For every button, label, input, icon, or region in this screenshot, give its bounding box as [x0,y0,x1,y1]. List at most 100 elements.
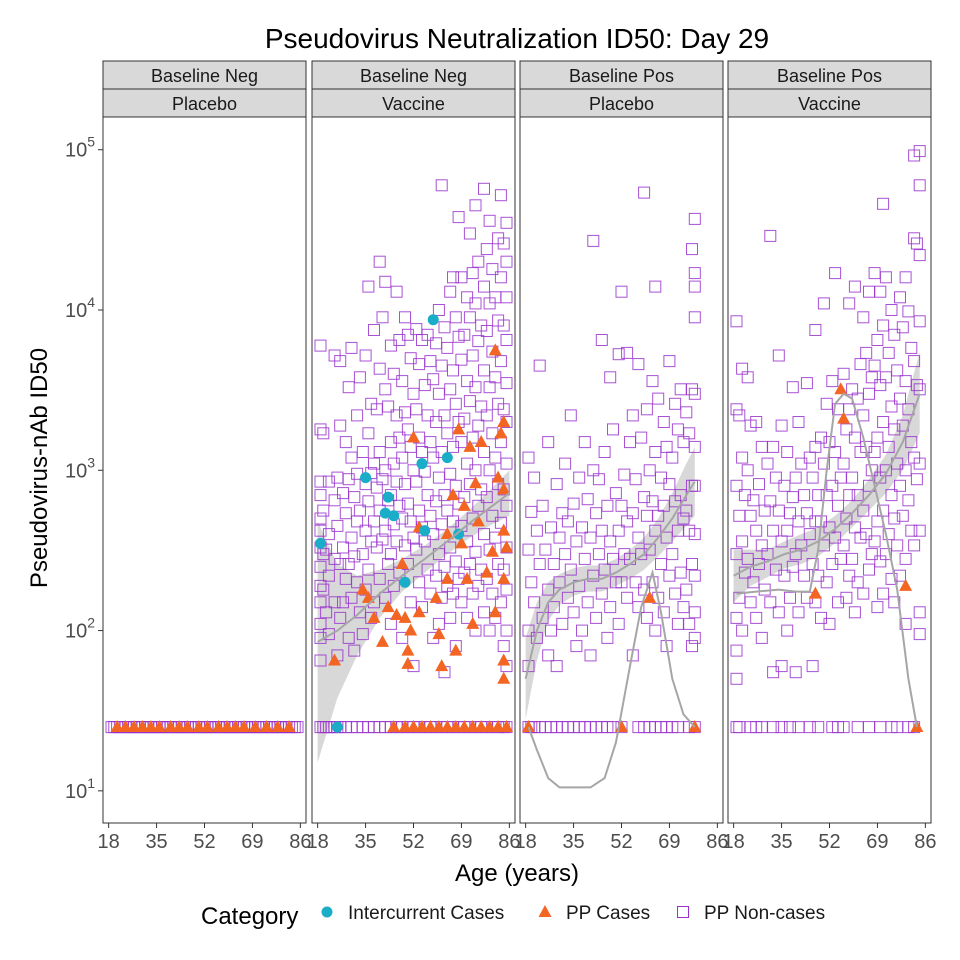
pp-non-case-point [840,423,853,436]
pp-non-case-point [376,473,389,486]
pp-non-case-point [806,471,819,484]
pp-non-case-point [649,280,662,293]
pp-non-case-point [339,507,352,520]
pp-non-case-point [750,611,763,624]
x-tick-label: 18 [515,831,537,853]
pp-non-case-point [399,406,411,419]
pp-non-case-point [663,355,676,368]
pp-non-case-point [314,524,327,537]
pp-non-case-point [486,263,499,276]
pp-non-case-point [592,548,605,561]
pp-non-case-point [368,324,380,336]
strip-top-label: Baseline Neg [360,66,467,86]
pp-non-case-point [348,491,361,504]
pp-non-case-point [621,591,634,604]
pp-case-point [485,544,499,557]
pp-non-case-point [553,531,566,544]
strip-bottom-label: Placebo [589,94,654,114]
pp-non-case-point [387,367,400,380]
pp-non-case-point [896,321,909,334]
panel-data [730,145,926,734]
pp-case-point [415,720,429,733]
pp-non-case-point [671,617,684,630]
pp-non-case-point [379,524,392,537]
pp-non-case-point [733,721,746,734]
pp-non-case-point [435,179,448,192]
pp-case-point [119,720,133,733]
pp-non-case-point [322,628,335,641]
pp-non-case-point [643,464,656,477]
pp-non-case-point [469,464,482,477]
pp-non-case-point [399,311,411,324]
pp-non-case-point [314,339,327,352]
pp-non-case-point [871,334,884,346]
pp-non-case-point [755,631,768,644]
intercurrent-case-point [388,510,400,522]
pp-non-case-point [528,471,541,484]
pp-non-case-point [472,255,485,268]
legend-title: Category [201,903,298,930]
x-tick-label: 35 [562,831,584,853]
pp-non-case-point [494,189,507,202]
pp-case-point [361,590,375,603]
pp-non-case-point [863,285,875,298]
pp-non-case-point [449,555,462,568]
pp-non-case-point [396,631,409,644]
pp-case-point [474,435,488,448]
pp-non-case-point [851,721,864,734]
panel-data [314,179,514,763]
pp-non-case-point [497,319,510,332]
pp-non-case-point [382,400,395,413]
pp-non-case-point [373,572,386,585]
pp-non-case-point [730,611,743,624]
pp-non-case-point [590,611,603,624]
pp-non-case-point [688,528,701,541]
pp-case-point [497,482,511,495]
pp-non-case-point [334,558,347,570]
pp-non-case-point [601,499,614,512]
pp-non-case-point [781,446,794,458]
pp-case-point [446,488,460,501]
pp-non-case-point [500,624,513,637]
pp-case-point [375,634,389,647]
panel-border [102,116,307,824]
pp-non-case-point [655,471,667,484]
pp-non-case-point [478,280,490,293]
pp-case-point [390,608,404,621]
case-smoother-line [736,392,918,728]
pp-non-case-point [874,721,887,734]
pp-non-case-point [882,528,895,541]
pp-case-point [401,643,415,656]
pp-non-case-point [500,583,513,596]
pp-case-point [454,536,468,549]
pp-non-case-point [848,606,861,619]
pp-case-point [152,720,166,733]
intercurrent-case-point [314,537,326,549]
pp-non-case-point [331,471,344,484]
pp-non-case-point [663,478,676,491]
pp-non-case-point [421,409,434,422]
y-tick-label: 104 [65,294,95,322]
pp-non-case-point [362,563,375,576]
pp-non-case-point [652,392,665,405]
pp-non-case-point [885,489,898,502]
pp-non-case-point [905,436,918,449]
pp-non-case-point [337,596,349,609]
pp-non-case-point [396,451,409,464]
pp-non-case-point [806,660,819,673]
pp-case-point [521,720,535,733]
pp-non-case-point [868,446,881,458]
pp-non-case-point [463,311,476,324]
pp-non-case-point [455,596,468,609]
x-tick-label: 52 [818,831,840,853]
pp-non-case-point [815,431,827,444]
pp-non-case-point [744,509,757,522]
pp-non-case-point [441,427,454,440]
pp-non-case-point [896,509,909,522]
legend: Category Intercurrent Cases PP Cases PP No… [201,903,825,930]
pp-non-case-point [345,451,358,464]
pp-non-case-point [846,552,859,565]
pp-non-case-point [843,489,856,502]
pp-non-case-point [624,436,636,449]
